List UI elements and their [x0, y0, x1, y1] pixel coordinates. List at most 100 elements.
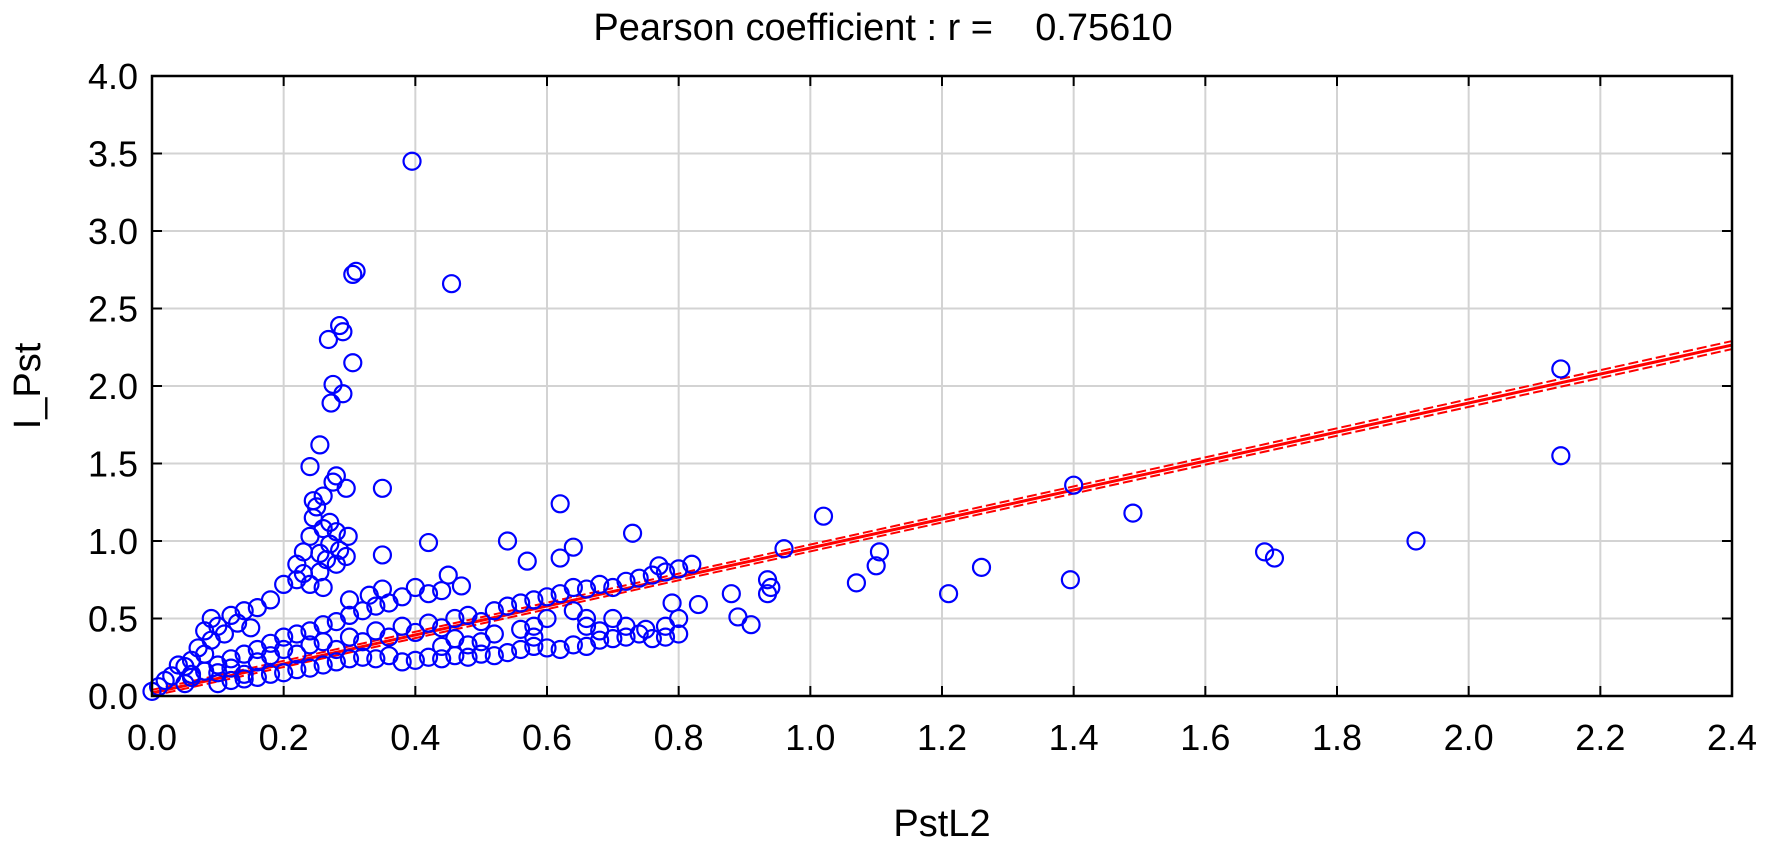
data-point — [303, 508, 323, 528]
data-point — [339, 590, 360, 610]
data-point — [432, 636, 452, 657]
data-point — [471, 611, 491, 632]
data-point — [336, 478, 356, 498]
data-point — [333, 322, 353, 342]
x-tick-label: 1.0 — [785, 717, 835, 758]
y-tick-label: 4.0 — [88, 56, 138, 97]
data-point — [484, 646, 504, 666]
data-point — [866, 556, 886, 576]
data-point — [247, 639, 267, 660]
y-tick-label: 1.5 — [88, 444, 138, 485]
data-point — [274, 574, 294, 595]
data-point — [306, 497, 327, 517]
y-tick-label: 2.5 — [88, 289, 138, 330]
data-point — [234, 669, 254, 689]
data-point — [372, 478, 393, 498]
data-point — [326, 652, 346, 672]
data-point — [323, 374, 343, 395]
data-point — [550, 548, 570, 568]
data-point — [484, 624, 504, 644]
data-point — [590, 574, 610, 595]
data-point — [441, 274, 462, 294]
data-point — [418, 613, 439, 633]
data-point — [326, 554, 346, 574]
data-point — [168, 655, 188, 675]
data-point — [511, 593, 531, 613]
data-point — [405, 650, 425, 670]
data-point — [458, 647, 478, 667]
data-point — [869, 542, 890, 562]
data-point — [576, 608, 597, 629]
data-point — [537, 638, 557, 658]
data-point — [432, 649, 452, 669]
confidence-band-lower — [151, 348, 1733, 697]
data-point — [576, 579, 597, 599]
data-point — [1060, 570, 1080, 590]
data-point — [445, 608, 465, 629]
y-tick-label: 2.0 — [88, 366, 138, 407]
data-point — [379, 627, 399, 647]
data-point — [484, 601, 504, 621]
data-point — [247, 667, 267, 688]
data-point — [353, 601, 373, 621]
data-point — [688, 594, 709, 615]
x-tick-label: 2.2 — [1575, 717, 1625, 758]
data-point — [590, 630, 610, 650]
data-point — [971, 557, 992, 577]
data-point — [181, 664, 202, 684]
grid-lines — [152, 76, 1732, 696]
data-point — [497, 531, 518, 551]
data-point — [287, 570, 307, 590]
data-point — [813, 506, 834, 526]
data-point — [318, 329, 339, 350]
data-point — [774, 539, 794, 559]
data-point — [741, 615, 761, 635]
confidence-band-upper — [151, 340, 1733, 691]
data-point — [636, 619, 656, 639]
x-tick-label: 0.0 — [127, 717, 177, 758]
x-tick-label: 1.4 — [1049, 717, 1099, 758]
data-point — [260, 664, 281, 684]
data-point — [287, 660, 307, 680]
data-point — [616, 627, 636, 647]
data-point — [366, 596, 386, 616]
data-point — [846, 573, 867, 593]
data-point — [517, 551, 537, 571]
data-point — [655, 562, 676, 582]
x-tick-label: 2.4 — [1707, 717, 1757, 758]
data-point — [721, 584, 741, 604]
data-point — [366, 649, 386, 669]
data-point — [313, 577, 333, 598]
data-point — [1264, 548, 1285, 568]
data-point — [343, 264, 363, 284]
y-axis-title: I_Pst — [7, 342, 49, 429]
data-point — [511, 639, 531, 660]
data-point — [392, 652, 412, 672]
data-point — [330, 540, 350, 560]
data-point — [655, 627, 676, 647]
data-point — [353, 632, 373, 652]
data-point — [616, 616, 636, 636]
data-point — [524, 636, 544, 657]
data-point — [550, 639, 570, 660]
x-tick-label: 1.8 — [1312, 717, 1362, 758]
data-point — [1254, 542, 1275, 562]
data-point — [471, 644, 491, 664]
data-point — [451, 576, 472, 596]
data-point — [287, 644, 307, 664]
x-tick-label: 0.2 — [259, 717, 309, 758]
data-point — [300, 574, 320, 595]
data-point — [563, 537, 583, 557]
data-point — [1406, 531, 1426, 551]
data-point — [1064, 475, 1084, 495]
x-axis-title: PstL2 — [893, 803, 990, 845]
data-point — [339, 627, 360, 647]
data-point — [310, 435, 330, 455]
data-point — [321, 393, 341, 413]
data-point — [346, 261, 366, 281]
data-point — [497, 642, 518, 663]
data-point — [300, 526, 320, 546]
data-point — [432, 580, 452, 601]
data-point — [343, 353, 363, 373]
